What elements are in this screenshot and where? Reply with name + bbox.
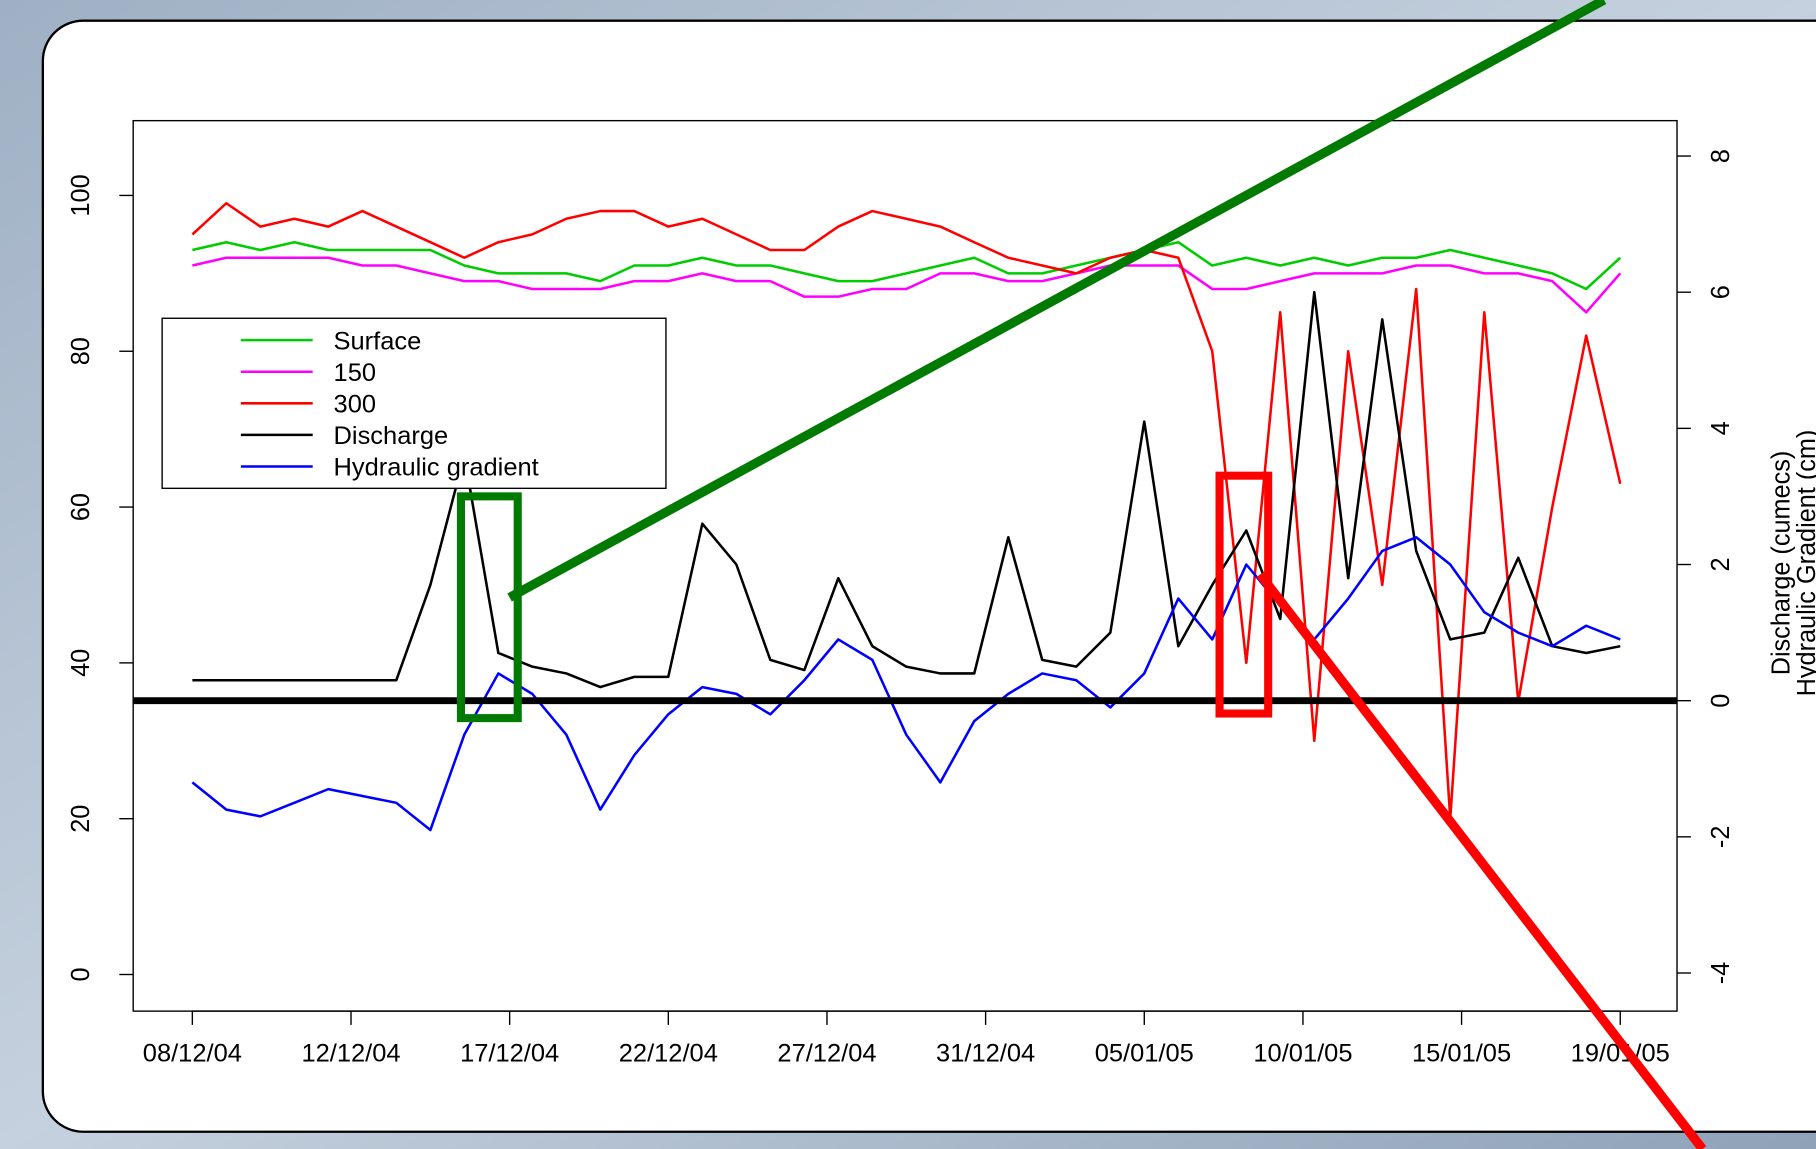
y-tick-label: 60	[67, 493, 95, 521]
legend-label: Hydraulic gradient	[334, 454, 539, 482]
x-tick-label: 27/12/04	[777, 1040, 876, 1068]
series-line	[192, 240, 1622, 291]
y2-tick-label: 2	[1707, 557, 1735, 571]
legend-label: Surface	[334, 327, 422, 355]
series-line	[191, 201, 1622, 820]
y-tick-label: 100	[67, 174, 95, 216]
legend-label: Discharge	[334, 422, 449, 450]
legend-label: 300	[334, 391, 376, 419]
highlight-box	[456, 492, 522, 723]
x-tick-label: 22/12/04	[619, 1040, 718, 1068]
y2-tick-label: 4	[1707, 421, 1735, 435]
y-tick-label: 40	[67, 649, 95, 677]
y-tick-label: 20	[67, 805, 95, 833]
x-tick-label: 12/12/04	[301, 1040, 400, 1068]
highlight-pointer	[1256, 571, 1707, 1149]
panel	[41, 19, 1816, 1133]
x-tick-label: 31/12/04	[936, 1040, 1035, 1068]
y-tick-label: 0	[67, 967, 95, 981]
y-tick-label: 80	[67, 337, 95, 365]
y2-tick-label: 6	[1707, 285, 1735, 299]
x-tick-label: 08/12/04	[143, 1040, 242, 1068]
series-line	[192, 256, 1622, 314]
y2-tick-label: 8	[1707, 149, 1735, 163]
x-tick-label: 10/01/05	[1253, 1040, 1352, 1068]
legend: Surface 150 300 Discharge Hydraulic gradient	[161, 317, 667, 490]
highlight-box	[1215, 471, 1273, 718]
series-line	[192, 290, 1621, 689]
highlight-pointer	[507, 0, 1607, 602]
plot-area	[191, 201, 1622, 832]
x-tick-label: 05/01/05	[1095, 1040, 1194, 1068]
legend-label: 150	[334, 359, 376, 387]
axes: 08/12/04 12/12/04 17/12/04 22/12/04 27/12/04…	[67, 149, 1816, 1068]
y2-axis-label: Hydraulic Gradient (cm)	[1793, 430, 1816, 697]
series-line	[191, 536, 1621, 832]
x-tick-label: 17/12/04	[460, 1040, 559, 1068]
y2-axis-label: Discharge (cumecs)	[1767, 451, 1795, 676]
y2-tick-label: -2	[1707, 826, 1735, 848]
y2-tick-label: -4	[1707, 962, 1735, 984]
y2-tick-label: 0	[1707, 694, 1735, 708]
x-tick-label: 15/01/05	[1412, 1040, 1511, 1068]
